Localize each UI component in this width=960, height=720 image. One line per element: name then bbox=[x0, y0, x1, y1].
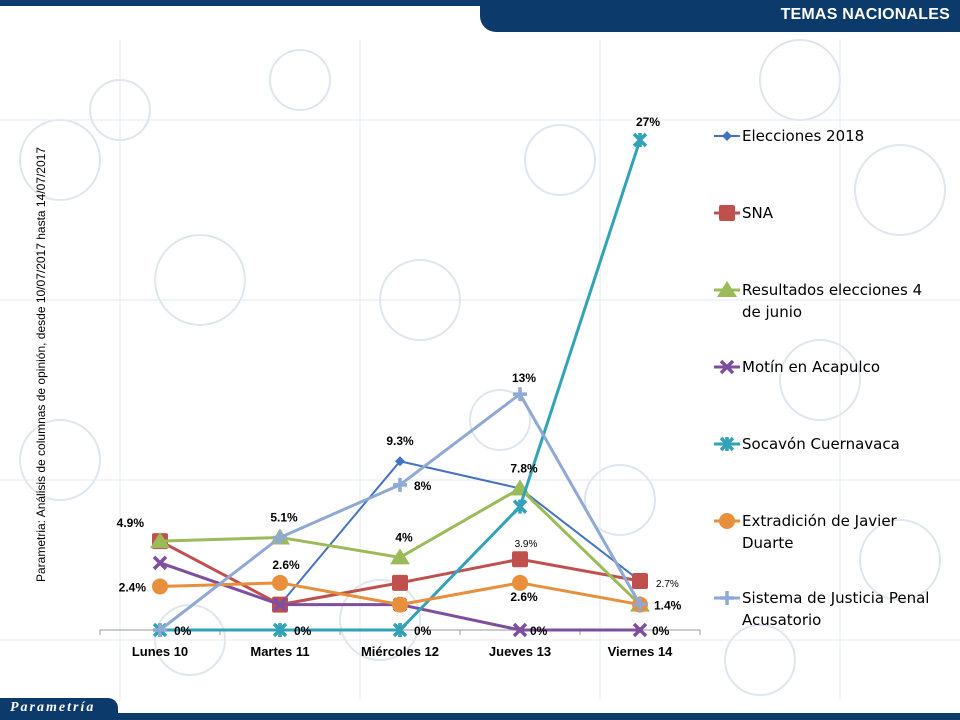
series-5 bbox=[152, 574, 648, 613]
x-tick-label: Jueves 13 bbox=[489, 644, 551, 659]
parametria-logo: Parametría bbox=[0, 698, 118, 720]
legend-label: SNA bbox=[742, 204, 774, 222]
page-title: TEMAS NACIONALES bbox=[780, 6, 950, 23]
data-label: 4% bbox=[395, 530, 413, 544]
x-tick-label: Martes 11 bbox=[250, 644, 309, 659]
legend-label: Elecciones 2018 bbox=[742, 127, 865, 145]
data-point bbox=[719, 205, 735, 221]
series-0 bbox=[275, 456, 645, 610]
data-label: 2.6% bbox=[510, 590, 538, 604]
footer-line bbox=[118, 713, 960, 720]
legend-marker bbox=[714, 131, 740, 141]
series-line bbox=[159, 392, 642, 632]
legend-label: Socavón Cuernavaca bbox=[742, 435, 900, 453]
data-point bbox=[722, 131, 732, 141]
legend-marker bbox=[714, 205, 740, 221]
data-label: 2.4% bbox=[119, 580, 147, 594]
legend-marker bbox=[714, 436, 740, 452]
data-point bbox=[393, 477, 407, 492]
data-point bbox=[273, 530, 287, 545]
data-label: 0% bbox=[294, 624, 312, 638]
data-point bbox=[392, 622, 408, 638]
top-accent-line bbox=[0, 0, 480, 6]
data-point bbox=[512, 622, 528, 638]
data-point bbox=[512, 551, 528, 568]
data-point bbox=[719, 436, 735, 452]
data-label: 0% bbox=[414, 624, 432, 638]
data-point bbox=[512, 499, 528, 514]
legend-label: Extradición de Javier Duarte bbox=[742, 512, 897, 552]
series-6 bbox=[153, 387, 647, 637]
x-tick-label: Viernes 14 bbox=[608, 644, 674, 659]
data-point bbox=[632, 132, 648, 148]
data-label: 4.9% bbox=[117, 516, 145, 530]
data-label: 7.8% bbox=[510, 461, 538, 475]
data-label: 9.3% bbox=[386, 434, 414, 448]
data-point bbox=[152, 555, 168, 571]
legend-label: Sistema de Justicia Penal Acusatorio bbox=[742, 589, 930, 629]
series-line bbox=[279, 460, 641, 606]
data-point bbox=[272, 574, 288, 591]
legend-label: Resultados elecciones 4 de junio bbox=[742, 281, 923, 321]
data-label: 2.7% bbox=[656, 579, 679, 590]
data-label: 1.4% bbox=[654, 599, 682, 613]
data-point bbox=[719, 513, 735, 529]
data-label: 0% bbox=[174, 624, 192, 638]
data-point bbox=[153, 623, 167, 637]
x-tick-label: Miércoles 12 bbox=[361, 644, 439, 659]
data-point bbox=[632, 622, 648, 638]
data-label: 0% bbox=[530, 624, 548, 638]
data-point bbox=[632, 573, 648, 589]
data-point bbox=[272, 597, 288, 612]
data-point bbox=[633, 597, 647, 612]
logo-text: Parametría bbox=[10, 700, 96, 715]
data-point bbox=[717, 281, 737, 297]
x-tick-label: Lunes 10 bbox=[132, 644, 188, 659]
data-label: 13% bbox=[512, 371, 536, 385]
data-point bbox=[392, 574, 408, 591]
legend-marker bbox=[714, 359, 740, 375]
data-point bbox=[512, 574, 528, 591]
data-label: 0% bbox=[652, 624, 670, 638]
data-label: 2.6% bbox=[272, 558, 300, 572]
data-point bbox=[395, 456, 405, 467]
legend-marker bbox=[714, 591, 740, 605]
data-label: 27% bbox=[636, 115, 660, 129]
data-label: 5.1% bbox=[270, 510, 298, 524]
legend-label: Motín en Acapulco bbox=[742, 358, 881, 376]
data-point bbox=[392, 596, 408, 613]
data-point bbox=[152, 578, 168, 595]
legend-marker bbox=[714, 513, 740, 529]
data-label: 3.9% bbox=[515, 539, 538, 550]
data-point bbox=[513, 387, 527, 402]
data-point bbox=[390, 548, 410, 565]
data-point bbox=[150, 532, 170, 549]
header-bar: TEMAS NACIONALES bbox=[480, 0, 960, 32]
data-point bbox=[272, 622, 288, 638]
legend-marker bbox=[714, 281, 740, 297]
data-point bbox=[720, 591, 734, 605]
data-point bbox=[719, 359, 735, 375]
data-label: 8% bbox=[414, 479, 432, 493]
